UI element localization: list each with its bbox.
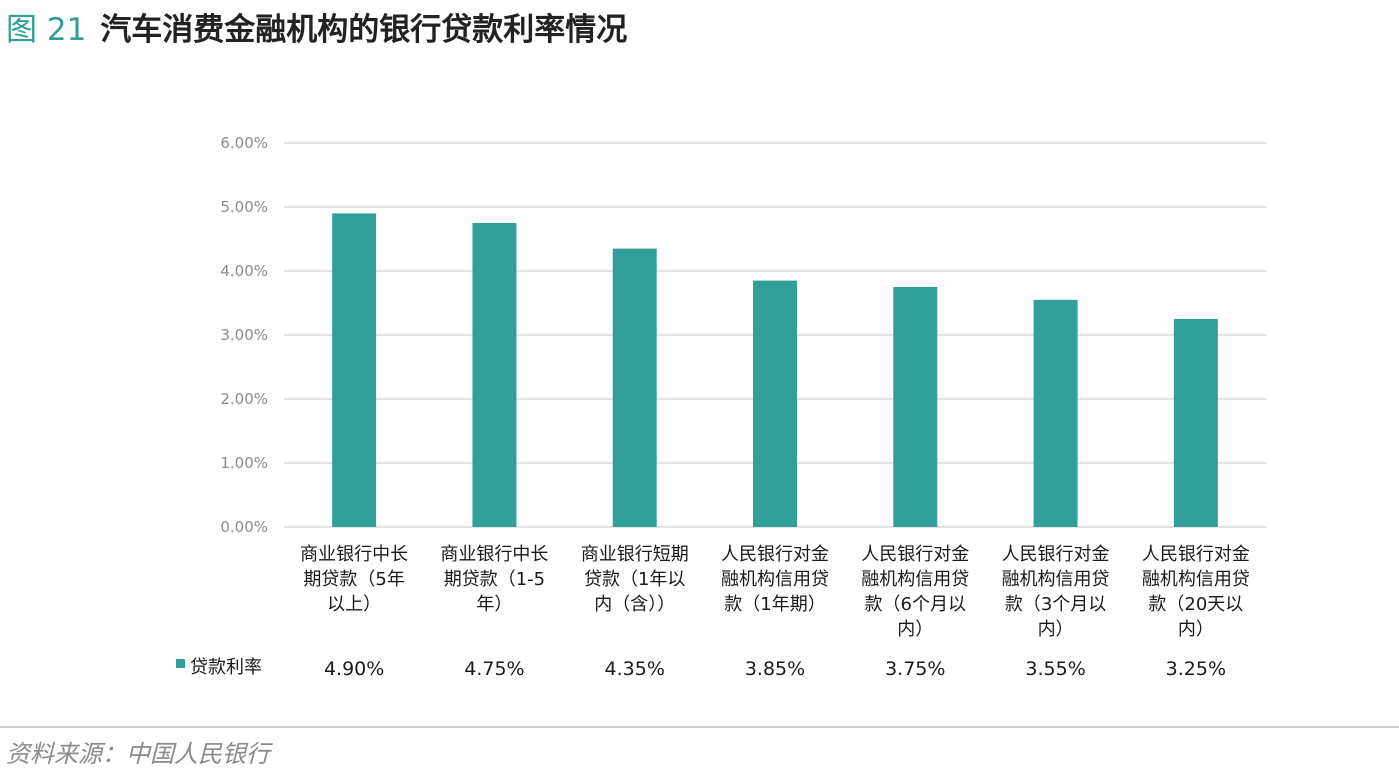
y-tick-label: 5.00% (220, 198, 268, 216)
bar (753, 280, 797, 527)
figure-number: 图 21 (6, 12, 87, 48)
bottom-divider (0, 726, 1399, 728)
data-table-value: 3.55% (1025, 658, 1085, 680)
category-label: 人民银行对金融机构信用贷款（6个月以内） (861, 544, 969, 640)
figure-title: 图 21 汽车消费金融机构的银行贷款利率情况 (6, 4, 627, 48)
y-tick-label: 2.00% (220, 390, 268, 408)
y-tick-label: 6.00% (220, 134, 268, 152)
category-label: 商业银行短期贷款（1年以内（含）） (581, 544, 689, 615)
category-label: 人民银行对金融机构信用贷款（20天以内） (1142, 544, 1250, 640)
y-tick-label: 3.00% (220, 326, 268, 344)
data-table-value: 3.75% (885, 658, 945, 680)
legend-label: 贷款利率 (190, 657, 262, 678)
y-tick-label: 0.00% (220, 518, 268, 536)
legend-swatch (176, 659, 185, 668)
source-note: 资料来源：中国人民银行 (6, 740, 270, 768)
bar (1173, 319, 1218, 527)
bar (1033, 299, 1078, 527)
data-table-value: 4.75% (464, 658, 524, 680)
bar-chart: 0.00% 1.00% 2.00% 3.00% 4.00% 5.00% 6.00% 商业银行中… (176, 134, 1266, 680)
bar (332, 213, 377, 527)
category-label: 商业银行中长期贷款（1-5 年） (440, 544, 548, 615)
figure-title-text: 汽车消费金融机构的银行贷款利率情况 (100, 12, 628, 48)
bar (472, 223, 517, 527)
data-table-value: 4.90% (324, 658, 384, 680)
bar (612, 248, 657, 527)
y-tick-label: 1.00% (220, 454, 268, 472)
y-tick-label: 4.00% (220, 262, 268, 280)
category-label: 商业银行中长期贷款（5年以上） (300, 544, 408, 615)
data-table-value: 3.85% (745, 658, 805, 680)
bar (893, 287, 938, 527)
category-label: 人民银行对金融机构信用贷款（3个月以内） (1002, 544, 1110, 640)
category-label: 人民银行对金融机构信用贷款（1年期） (721, 544, 829, 615)
data-table-value: 4.35% (605, 658, 665, 680)
data-table-value: 3.25% (1166, 658, 1226, 680)
